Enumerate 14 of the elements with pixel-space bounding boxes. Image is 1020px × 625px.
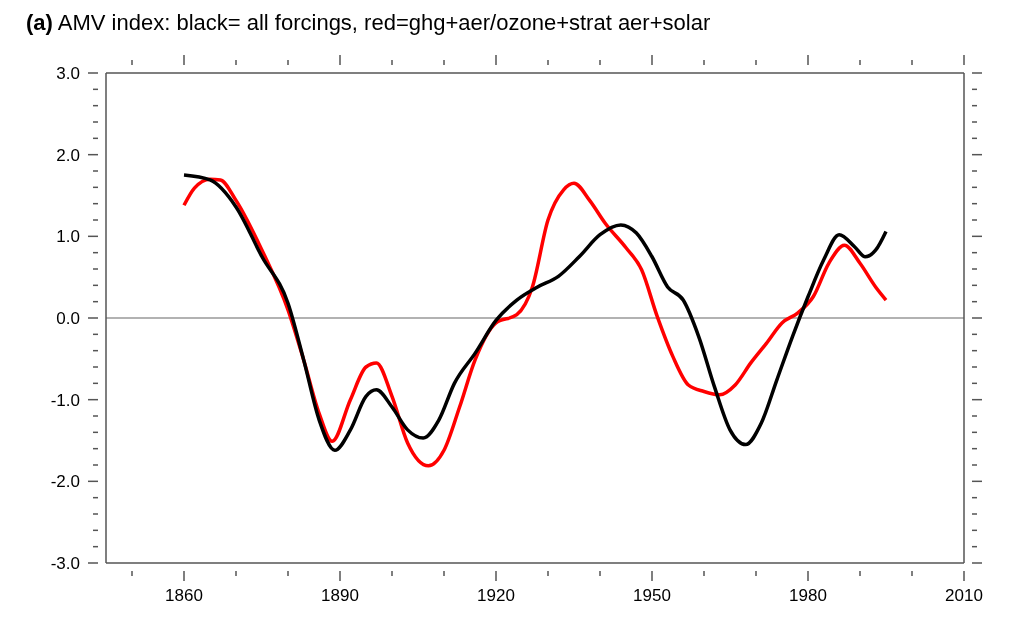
y-tick-label: 3.0 xyxy=(56,64,80,83)
y-tick-label: 1.0 xyxy=(56,227,80,247)
y-tick-label: -1.0 xyxy=(50,390,80,410)
y-tick-label: -3.0 xyxy=(50,554,80,573)
y-tick-label: 0.0 xyxy=(56,309,80,328)
x-tick-label: 1890 xyxy=(321,586,359,605)
x-tick-label: 2010 xyxy=(945,586,983,605)
x-tick-label: 1920 xyxy=(477,586,515,605)
y-tick-label: 2.0 xyxy=(56,145,80,165)
x-tick-label: 1860 xyxy=(165,586,203,605)
y-tick-label: -2.0 xyxy=(50,472,80,492)
x-tick-label: 1950 xyxy=(633,586,671,605)
x-tick-label: 1980 xyxy=(789,586,827,605)
chart-title: (a) AMV index: black= all forcings, red=ghg+aer/ozone+strat aer+solar xyxy=(26,10,711,36)
